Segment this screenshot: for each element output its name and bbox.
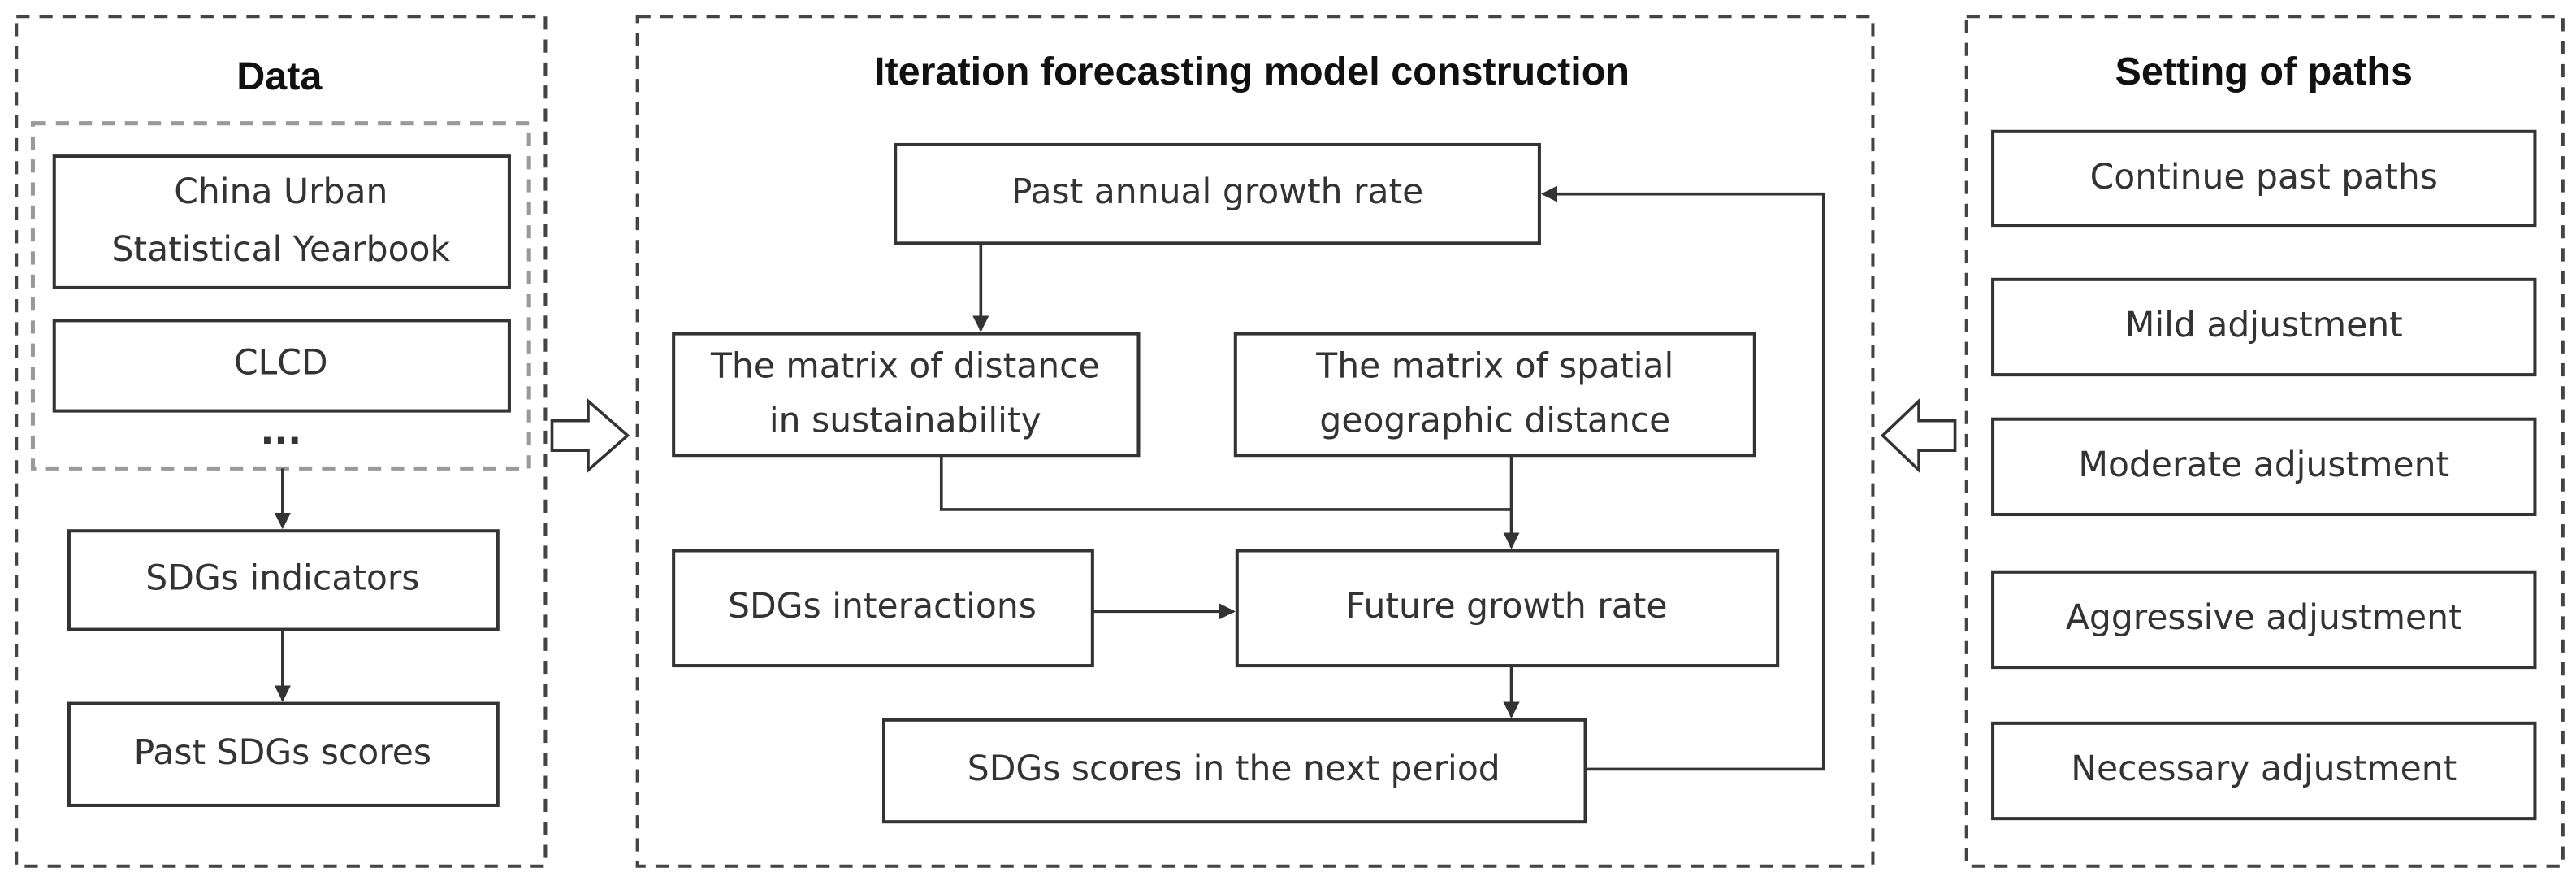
box-text: Future growth rate — [1345, 587, 1667, 627]
node-box — [672, 332, 1141, 458]
box-text: Necessary adjustment — [2071, 749, 2457, 789]
connector — [939, 455, 1512, 511]
box-text: Statistical Yearbook — [112, 230, 451, 270]
feedback-arrow — [1540, 185, 1825, 771]
path-box — [1991, 277, 2537, 377]
ellipsis: ... — [260, 411, 301, 453]
node-box — [881, 718, 1587, 824]
model-panel — [635, 15, 1875, 868]
box-text: in sustainability — [769, 401, 1041, 440]
node-box — [672, 549, 1094, 668]
step-box — [67, 701, 500, 807]
data-panel — [15, 15, 548, 868]
hollow-arrow — [550, 397, 630, 474]
source-box — [52, 154, 511, 289]
box-text: The matrix of distance — [710, 347, 1100, 387]
box-text: SDGs scores in the next period — [968, 749, 1500, 789]
box-text: Moderate adjustment — [2078, 445, 2449, 485]
path-box — [1991, 417, 2537, 517]
path-box — [1991, 570, 2537, 670]
source-box — [52, 319, 511, 413]
box-text: SDGs interactions — [728, 587, 1037, 627]
box-text: Mild adjustment — [2125, 306, 2403, 345]
path-box — [1991, 129, 2537, 228]
box-text: The matrix of spatial — [1315, 347, 1673, 387]
panel-title: Data — [236, 54, 323, 98]
box-text: CLCD — [234, 343, 328, 383]
box-text: Aggressive adjustment — [2066, 598, 2462, 638]
box-text: SDGs indicators — [145, 558, 419, 598]
box-text: geographic distance — [1319, 401, 1670, 440]
panel-title: Setting of paths — [2115, 50, 2413, 93]
node-box — [1233, 332, 1756, 458]
node-box — [894, 142, 1541, 245]
path-box — [1991, 721, 2537, 821]
box-text: Continue past paths — [2090, 158, 2438, 197]
paths-panel — [1964, 15, 2565, 868]
box-text: Past SDGs scores — [134, 733, 431, 773]
box-text: Past annual growth rate — [1011, 172, 1423, 212]
step-box — [67, 529, 500, 631]
hollow-arrow — [1880, 397, 1957, 474]
box-text: China Urban — [174, 172, 387, 212]
sources-group — [30, 121, 531, 471]
node-box — [1235, 549, 1780, 668]
panel-title: Iteration forecasting model construction — [874, 50, 1630, 93]
